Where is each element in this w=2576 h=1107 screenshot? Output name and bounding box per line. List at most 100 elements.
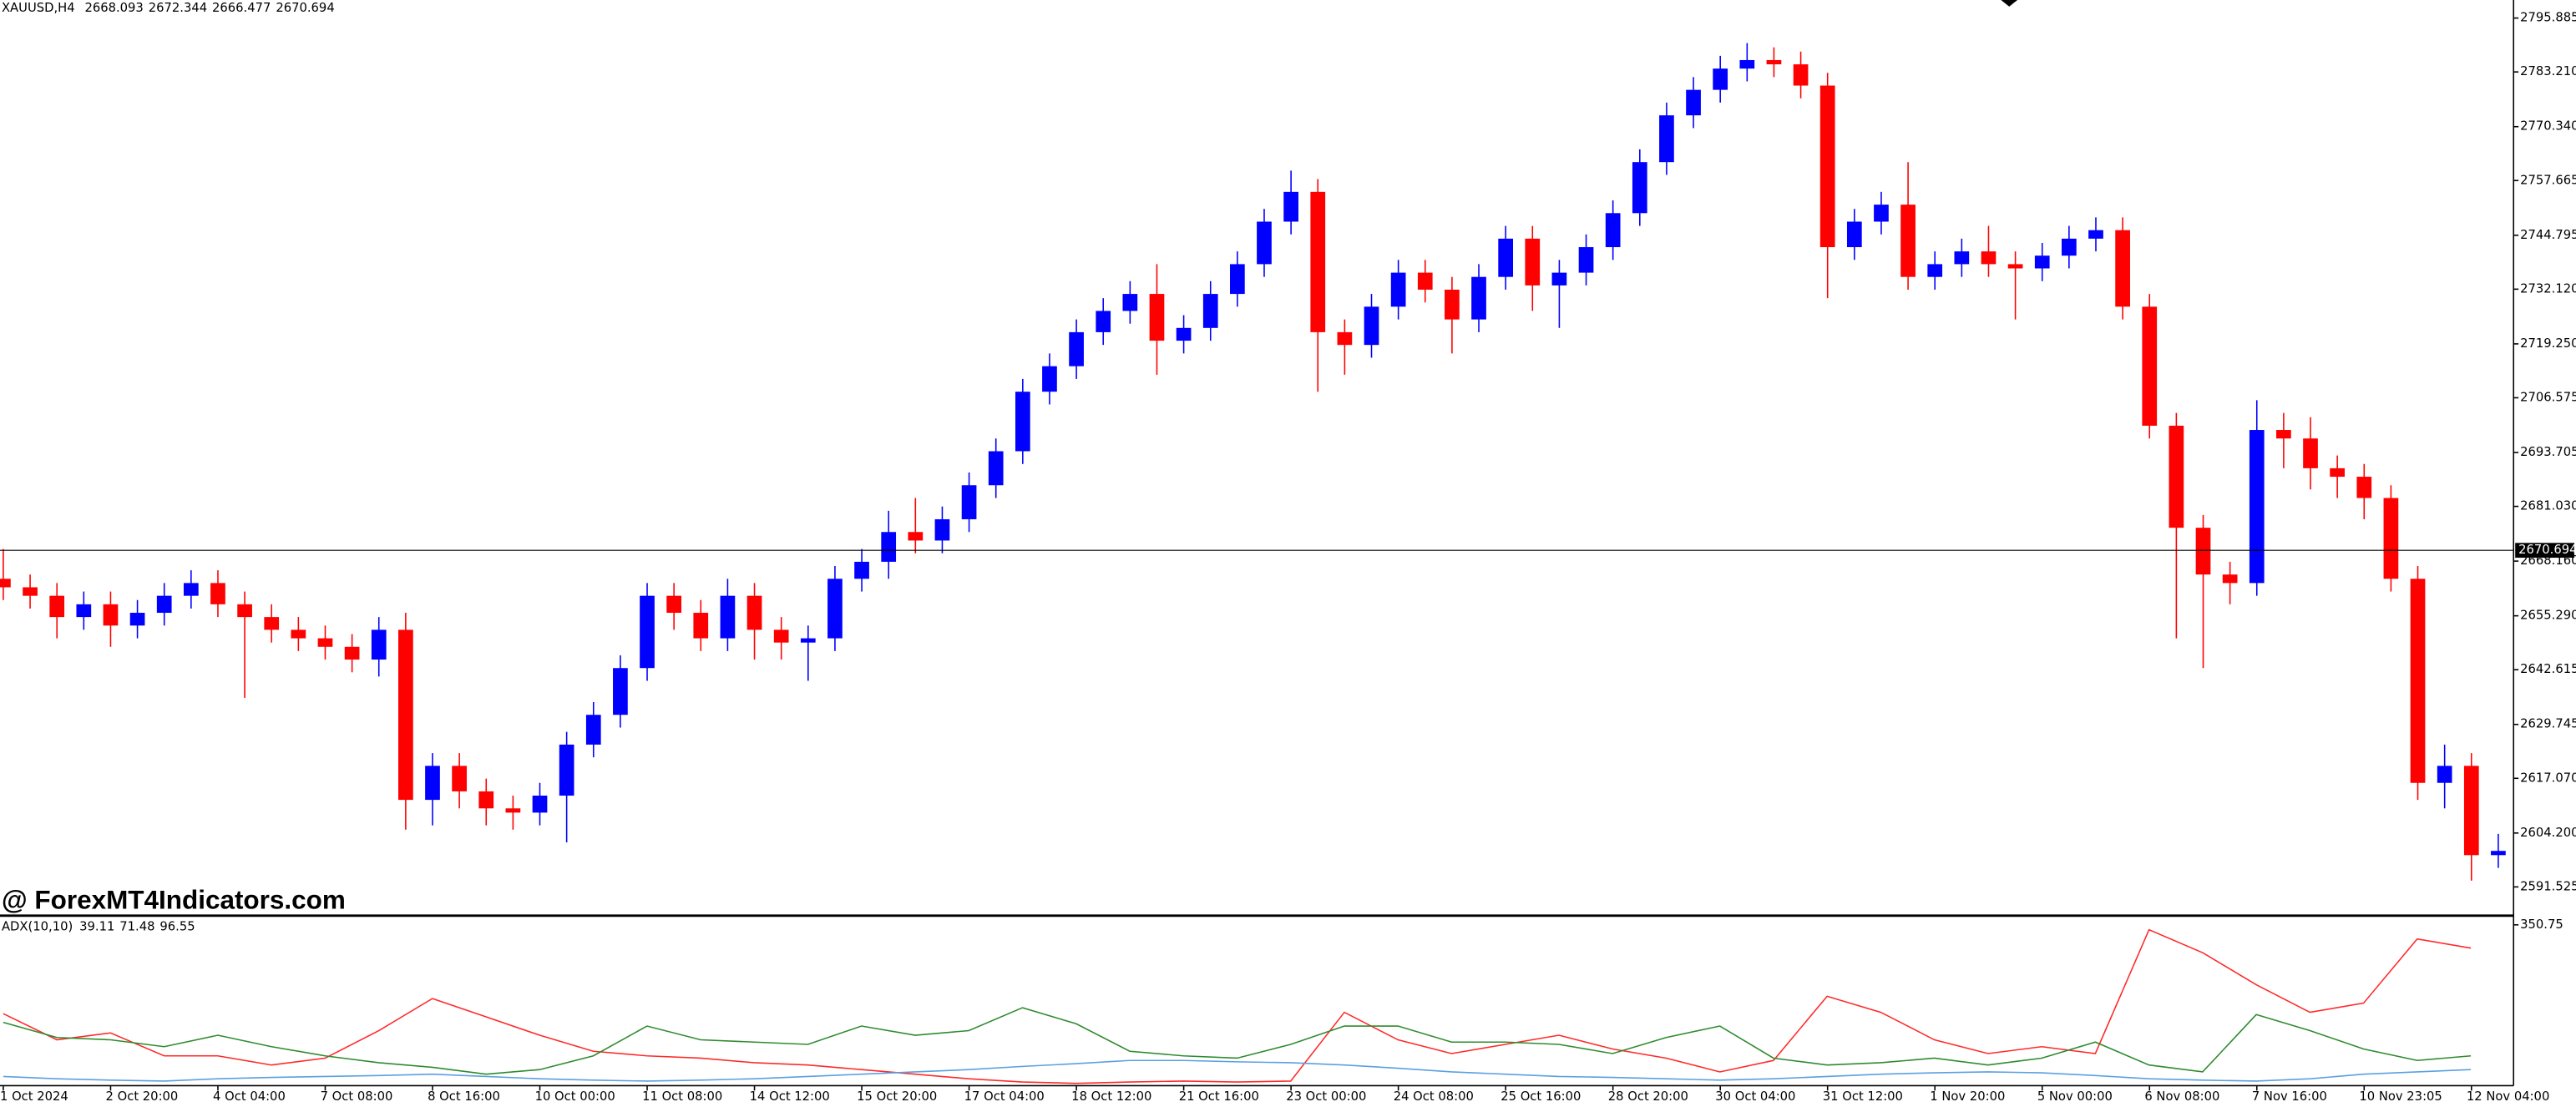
candle-body — [1981, 251, 1997, 265]
candle-body — [0, 579, 11, 588]
candle-body — [666, 595, 682, 614]
candle-body — [1793, 64, 1809, 86]
adx-line — [3, 1007, 2472, 1075]
x-tick-label: 14 Oct 12:00 — [750, 1089, 830, 1104]
ohlc-value: 2666.477 — [212, 1, 271, 15]
candle-body — [1471, 276, 1486, 320]
adx-line — [3, 1059, 2472, 1082]
x-tick-label: 15 Oct 20:00 — [857, 1089, 937, 1104]
y-tick-label: 2655.290 — [2520, 609, 2576, 623]
candle-body — [1445, 289, 1460, 320]
candle-body — [1042, 366, 1057, 392]
candle-body — [934, 518, 950, 541]
y-tick-label: 2732.120 — [2520, 281, 2576, 296]
x-tick-label: 17 Oct 04:00 — [964, 1089, 1045, 1104]
candle-body — [1819, 85, 1835, 248]
candle-body — [317, 638, 333, 647]
candle-body — [1390, 272, 1406, 307]
ohlc-value: 2672.344 — [149, 1, 207, 15]
y-tick-label: 2783.210 — [2520, 64, 2576, 78]
candle-body — [2303, 438, 2318, 468]
candle-body — [854, 561, 869, 579]
candle-body — [693, 613, 709, 639]
adx-line — [3, 928, 2472, 1084]
current-price-box — [2515, 543, 2575, 559]
candle-body — [425, 766, 440, 801]
candle-body — [2437, 766, 2452, 783]
x-tick-label: 7 Nov 16:00 — [2252, 1089, 2327, 1104]
x-tick-label: 4 Oct 04:00 — [213, 1089, 286, 1104]
y-tick-label: 2770.340 — [2520, 119, 2576, 134]
y-tick-label: 2604.200 — [2520, 826, 2576, 840]
candle-body — [2276, 430, 2291, 439]
candle-body — [23, 587, 38, 596]
candle-body — [559, 744, 574, 796]
candle-body — [1149, 294, 1165, 341]
x-tick-label: 31 Oct 12:00 — [1823, 1089, 1903, 1104]
candle-body — [344, 646, 360, 660]
x-tick-label: 6 Nov 08:00 — [2144, 1089, 2219, 1104]
ohlc-value: 2668.093 — [84, 1, 143, 15]
candle-body — [988, 451, 1004, 486]
candle-body — [1659, 115, 1674, 163]
y-tick-label: 350.75 — [2520, 917, 2563, 932]
x-tick-label: 28 Oct 20:00 — [1608, 1089, 1688, 1104]
x-tick-label: 18 Oct 12:00 — [1071, 1089, 1151, 1104]
candle-body — [505, 808, 521, 813]
candle-body — [2195, 528, 2211, 575]
indicator-value: 39.11 — [79, 920, 114, 934]
candle-body — [2169, 425, 2184, 528]
indicator-value: 71.48 — [119, 920, 154, 934]
x-tick-label: 7 Oct 08:00 — [321, 1089, 393, 1104]
x-tick-label: 8 Oct 16:00 — [428, 1089, 500, 1104]
x-tick-label: 5 Nov 00:00 — [2037, 1089, 2113, 1104]
candle-body — [1900, 205, 1916, 277]
candle-body — [183, 583, 199, 596]
y-tick-label: 2693.705 — [2520, 445, 2576, 459]
candle-body — [613, 668, 628, 715]
candle-body — [2249, 430, 2265, 584]
candle-body — [1310, 191, 1326, 332]
candle-body — [2356, 477, 2372, 498]
candle-body — [2115, 230, 2130, 307]
current-price-label: 2670.694 — [2518, 543, 2576, 557]
candle-body — [103, 604, 119, 626]
candle-body — [452, 766, 467, 791]
candle-body — [1122, 294, 1138, 311]
y-tick-label: 2744.795 — [2520, 228, 2576, 242]
candle-body — [1605, 213, 1621, 248]
candle-body — [1766, 59, 1782, 65]
y-tick-label: 2629.745 — [2520, 717, 2576, 731]
indicator-value: 96.55 — [159, 920, 195, 934]
candle-body — [2034, 255, 2050, 269]
x-tick-label: 1 Oct 2024 — [0, 1089, 68, 1104]
x-tick-label: 23 Oct 00:00 — [1286, 1089, 1366, 1104]
x-tick-label: 21 Oct 16:00 — [1179, 1089, 1259, 1104]
x-tick-label: 24 Oct 08:00 — [1394, 1089, 1474, 1104]
candle-body — [49, 595, 65, 618]
x-tick-label: 11 Oct 08:00 — [642, 1089, 722, 1104]
candle-body — [1525, 238, 1541, 286]
candle-body — [1230, 264, 1245, 295]
candle-body — [1283, 191, 1298, 222]
candle-body — [264, 617, 280, 630]
x-tick-label: 25 Oct 16:00 — [1501, 1089, 1581, 1104]
candle-body — [1337, 331, 1353, 346]
x-tick-label: 1 Nov 20:00 — [1930, 1089, 2005, 1104]
candle-body — [1069, 331, 1084, 366]
candle-body — [1632, 162, 1647, 214]
candle-body — [398, 629, 413, 801]
x-tick-label: 2 Oct 20:00 — [106, 1089, 179, 1104]
candle-body — [585, 715, 601, 745]
candle-body — [291, 629, 306, 639]
candle-body — [2330, 468, 2345, 478]
y-tick-label: 2706.575 — [2520, 390, 2576, 404]
candle-body — [2088, 230, 2103, 239]
candle-body — [2410, 579, 2426, 783]
candle-body — [961, 485, 977, 519]
y-tick-label: 2591.525 — [2520, 879, 2576, 893]
candle-body — [2491, 851, 2506, 856]
x-tick-label: 30 Oct 04:00 — [1715, 1089, 1795, 1104]
watermark: @ ForexMT4Indicators.com — [2, 885, 346, 914]
